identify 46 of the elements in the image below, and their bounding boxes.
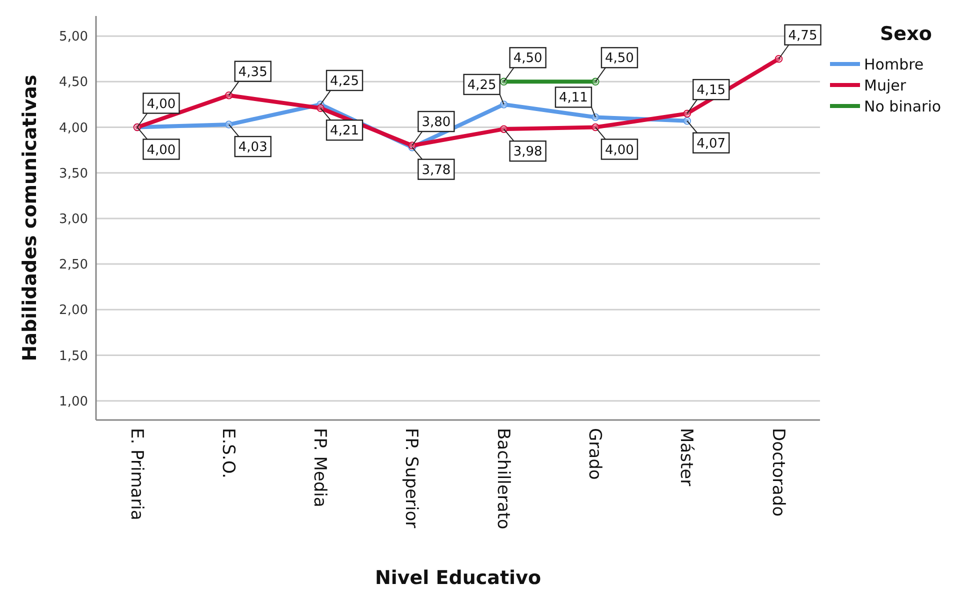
data-label: 4,25	[467, 78, 496, 93]
y-tick-label: 4,50	[59, 75, 88, 90]
legend-label: Mujer	[864, 76, 907, 94]
x-tick-label: Bachillerato	[492, 428, 513, 530]
data-label: 4,00	[604, 142, 634, 158]
y-tick-label: 4,00	[59, 120, 88, 136]
legend-title: Sexo	[880, 23, 932, 45]
data-label: 3,98	[513, 144, 542, 160]
x-tick-label: E.S.O.	[218, 428, 238, 478]
data-label: 3,78	[422, 162, 451, 178]
x-tick-label: Máster	[676, 428, 696, 486]
data-label: 4,00	[146, 96, 176, 112]
data-label: 4,75	[788, 28, 818, 44]
data-label: 4,50	[604, 51, 634, 66]
legend-label: Hombre	[864, 55, 924, 74]
data-label: 4,11	[558, 90, 588, 106]
point	[683, 110, 691, 118]
x-axis-title: Nivel Educativo	[374, 567, 542, 589]
data-label: 4,00	[146, 142, 176, 158]
y-tick-label: 5,00	[59, 30, 88, 45]
point	[500, 100, 508, 108]
x-tick-label: E. Primaria	[126, 428, 146, 520]
y-tick-label: 2,00	[59, 303, 88, 318]
point	[316, 104, 324, 112]
y-tick-label: 1,50	[59, 348, 88, 364]
y-tick-label: 2,50	[59, 258, 88, 273]
x-tick-label: Grado	[584, 428, 605, 480]
y-tick-label: 1,00	[59, 394, 88, 410]
y-tick-label: 3,50	[59, 166, 88, 182]
data-label: 4,25	[330, 74, 360, 89]
y-axis-title: Habilidades comunicativas	[19, 74, 41, 362]
data-label: 4,15	[696, 83, 726, 98]
point	[683, 117, 691, 125]
data-label: 4,21	[330, 124, 360, 139]
x-tick-label: Doctorado	[768, 428, 788, 517]
x-tick-label: FP. Superior	[401, 428, 422, 528]
point	[225, 91, 233, 100]
point	[225, 120, 233, 128]
data-label: 4,35	[238, 64, 268, 80]
y-tick-label: 3,00	[59, 212, 88, 228]
x-tick-label: FP. Media	[310, 428, 330, 508]
data-label: 3,80	[422, 115, 451, 130]
data-label: 4,50	[513, 51, 542, 66]
legend-label: No binario	[864, 97, 942, 116]
data-label: 4,03	[238, 140, 268, 156]
data-label: 4,07	[696, 136, 726, 152]
